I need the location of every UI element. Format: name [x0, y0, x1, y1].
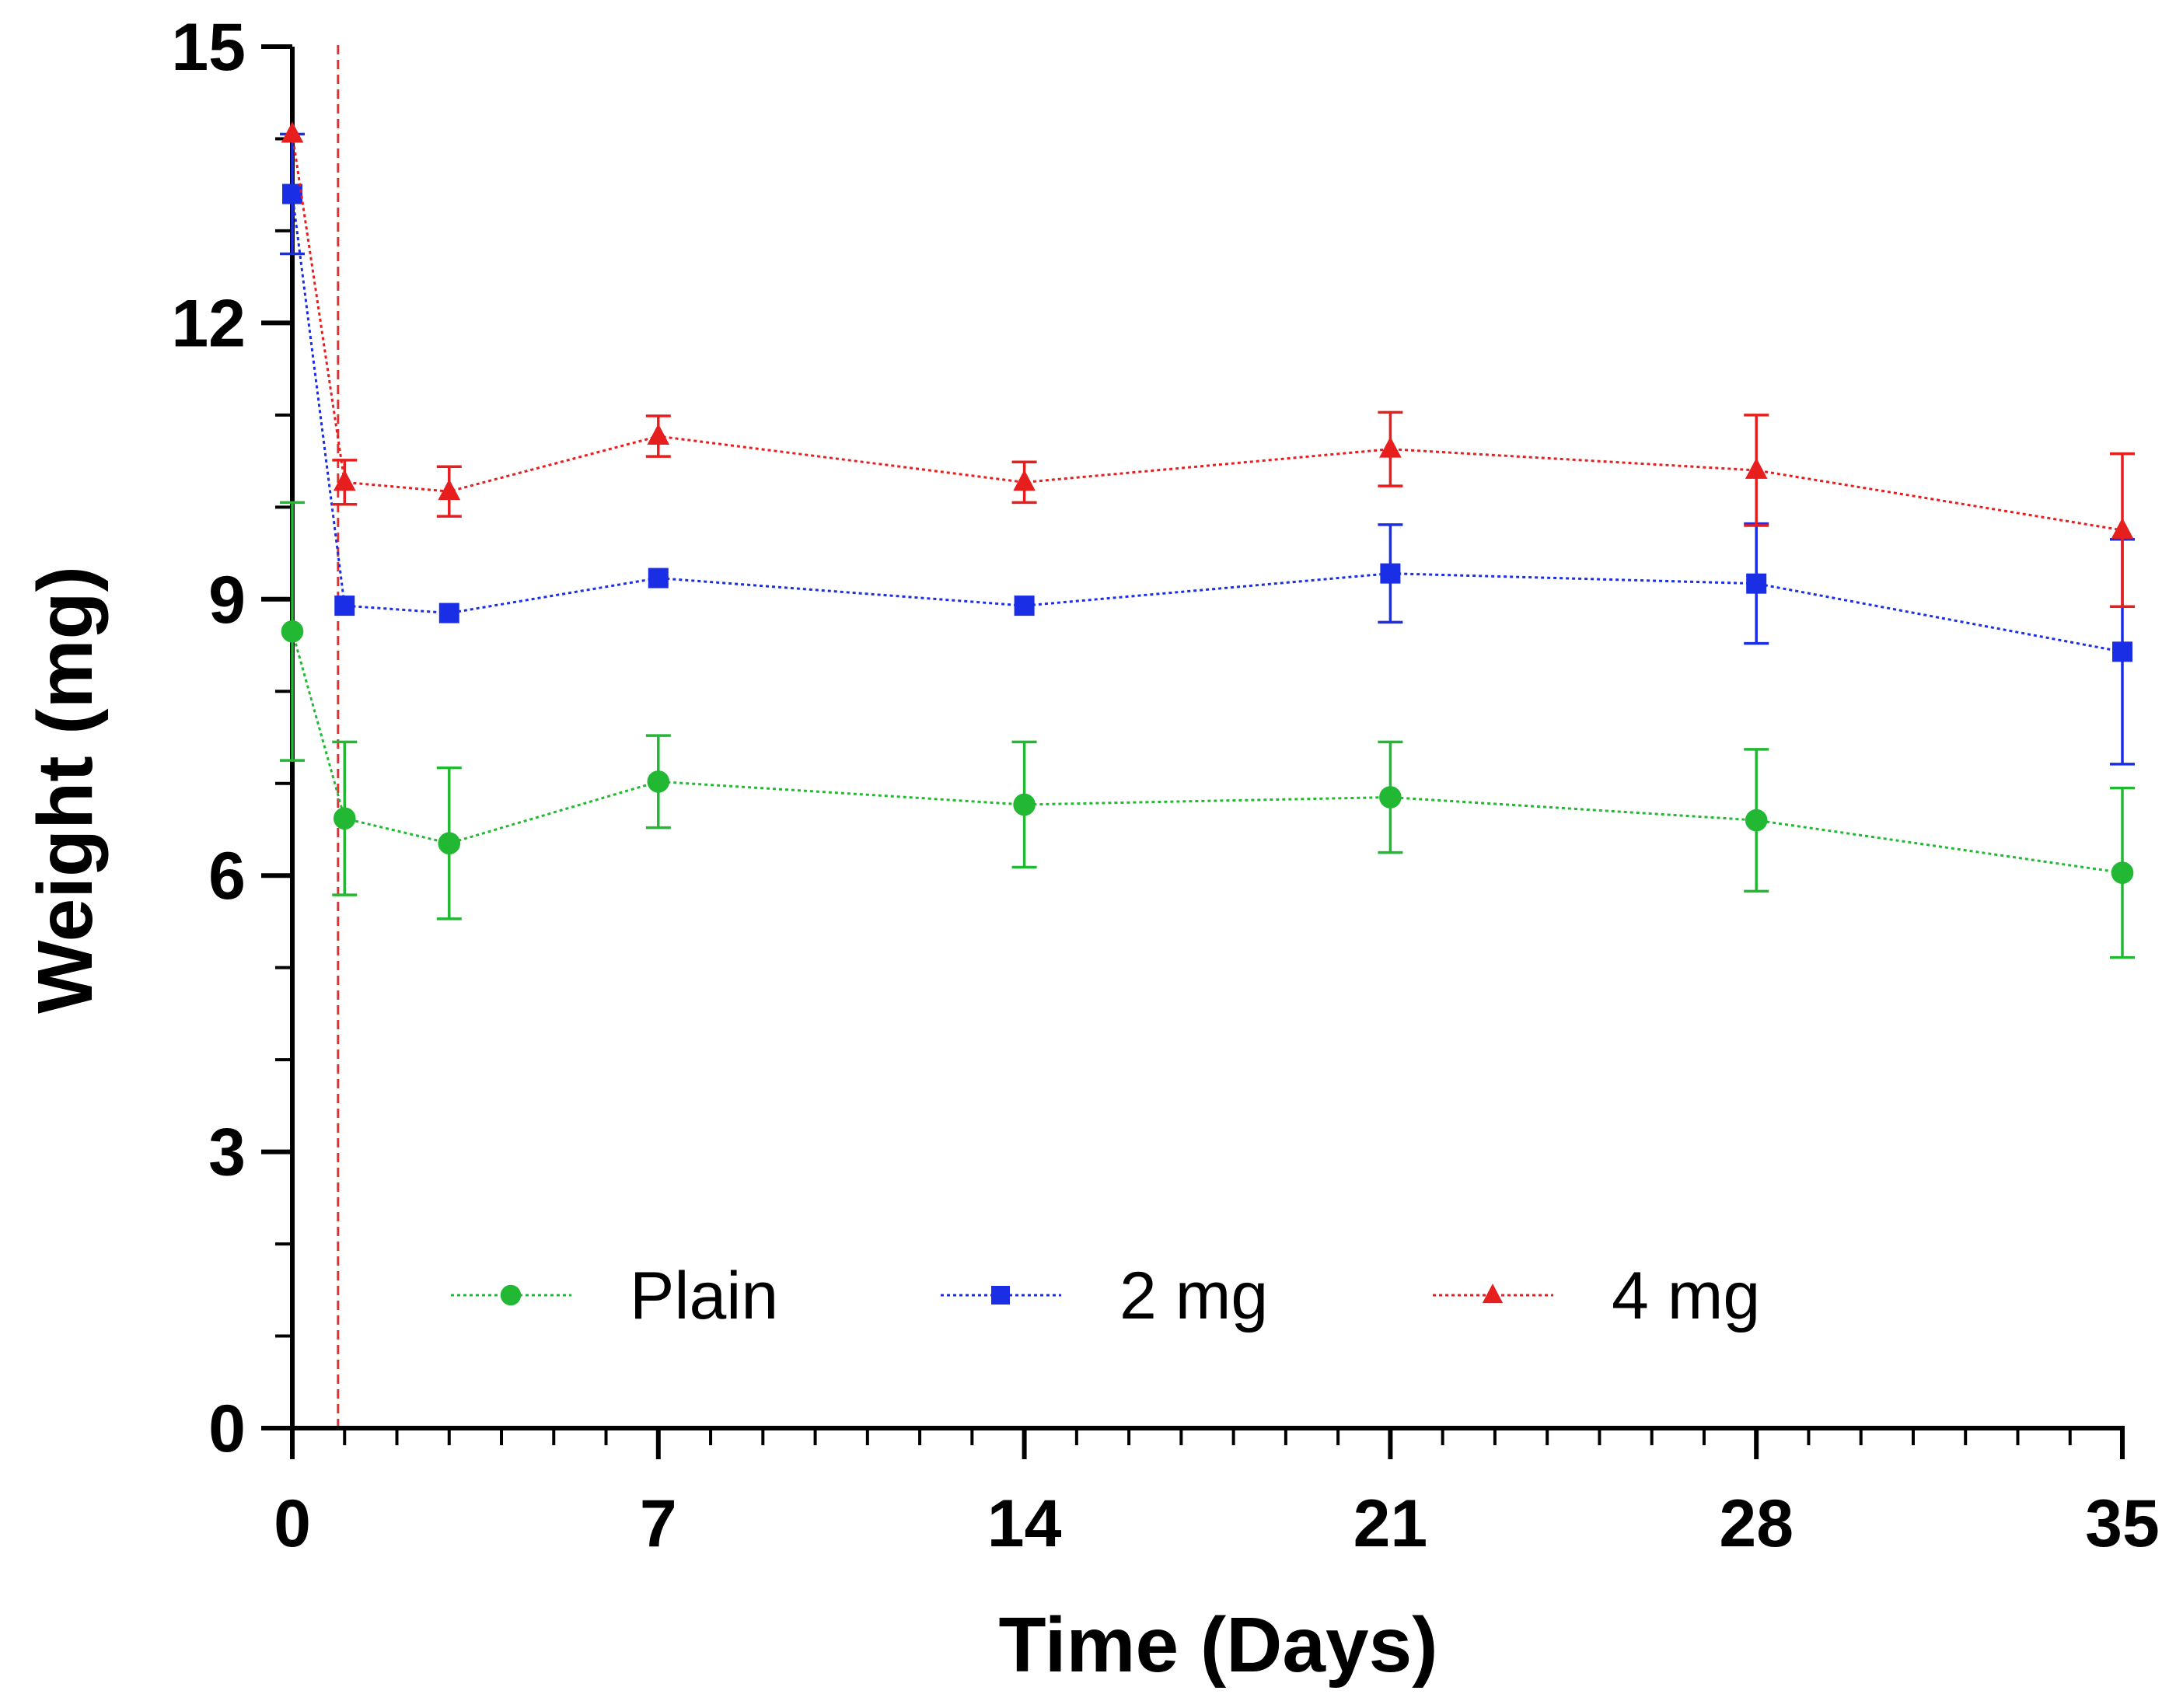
data-point — [1014, 596, 1035, 616]
x-axis-title: Time (Days) — [998, 1601, 1437, 1689]
axes — [290, 47, 2125, 1430]
data-point — [438, 479, 461, 501]
y-tick-label: 6 — [208, 839, 246, 913]
data-point — [282, 183, 302, 204]
data-point — [647, 770, 670, 793]
data-point — [438, 832, 461, 855]
data-point — [2111, 861, 2134, 884]
data-point — [1745, 457, 1768, 479]
data-point — [281, 121, 304, 143]
data-point — [2112, 641, 2132, 662]
data-point — [647, 423, 670, 445]
data-point — [281, 620, 304, 643]
data-point — [1013, 470, 1036, 491]
data-point — [2111, 517, 2134, 539]
legend-label: Plain — [630, 1259, 778, 1333]
legend-item: 4 mg — [1433, 1259, 1760, 1333]
x-tick-label: 21 — [1353, 1486, 1428, 1561]
data-point — [1013, 793, 1036, 816]
legend-label: 2 mg — [1119, 1259, 1268, 1333]
data-point — [1379, 786, 1402, 809]
x-tick-label: 35 — [2085, 1486, 2160, 1561]
series-2-mg — [280, 132, 2135, 766]
y-tick-label: 12 — [171, 286, 246, 361]
y-tick-label: 9 — [208, 563, 246, 637]
ticks: 0 7 14 21 28 35 0 3 6 9 12 15 — [171, 10, 2160, 1561]
data-point — [1380, 563, 1401, 584]
x-tick-label: 14 — [987, 1486, 1062, 1561]
y-tick-label: 3 — [208, 1116, 246, 1190]
data-point — [1379, 436, 1402, 458]
series-line — [291, 630, 2123, 875]
series-4-mg — [281, 121, 2135, 609]
y-axis-title: Weight (mg) — [22, 566, 109, 1014]
y-tick-label: 0 — [208, 1392, 246, 1466]
legend-marker — [1482, 1284, 1504, 1304]
data-point — [333, 807, 356, 830]
y-tick-label: 15 — [171, 10, 246, 85]
legend-label: 4 mg — [1612, 1259, 1760, 1333]
series-line — [291, 134, 2123, 532]
x-tick-label: 0 — [274, 1486, 311, 1561]
legend-item: Plain — [451, 1259, 778, 1333]
data-point — [1745, 809, 1768, 832]
legend: Plain 2 mg 4 mg — [451, 1259, 1760, 1333]
series-plain — [280, 501, 2135, 959]
legend-item: 2 mg — [941, 1259, 1268, 1333]
data-point — [648, 568, 669, 589]
data-point — [1746, 573, 1767, 594]
x-tick-label: 28 — [1719, 1486, 1794, 1561]
data-point — [334, 596, 355, 616]
legend-marker — [500, 1284, 522, 1306]
x-tick-label: 7 — [640, 1486, 677, 1561]
data-point — [438, 603, 459, 623]
series-line — [291, 194, 2123, 653]
data-point — [333, 470, 356, 491]
legend-marker — [991, 1286, 1010, 1305]
series — [280, 121, 2135, 959]
